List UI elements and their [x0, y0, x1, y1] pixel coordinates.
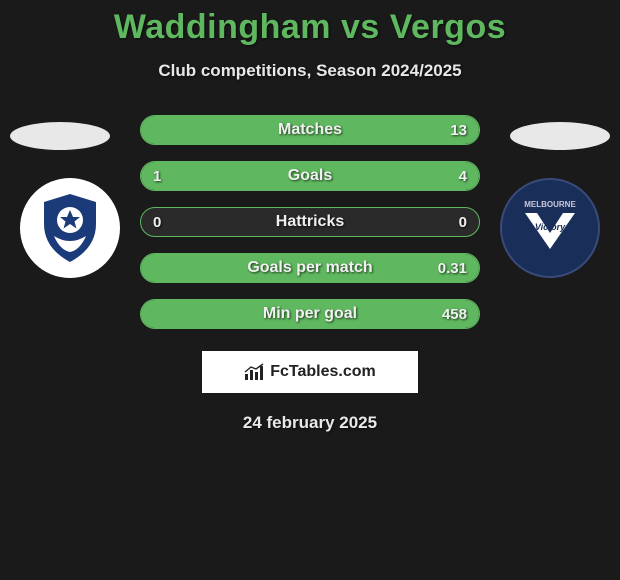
brand-link[interactable]: FcTables.com — [202, 351, 418, 393]
stat-fill-left — [141, 162, 209, 190]
stat-right-value: 13 — [450, 122, 467, 139]
svg-text:Victory: Victory — [535, 222, 566, 232]
stat-label: Hattricks — [276, 213, 344, 231]
shield-star-icon — [32, 190, 108, 266]
stat-label: Min per goal — [263, 305, 357, 323]
stat-row: Matches 13 — [140, 115, 480, 145]
stat-right-value: 0 — [459, 214, 467, 231]
club-badge-right: MELBOURNE Victory — [500, 178, 600, 278]
date-text: 24 february 2025 — [0, 413, 620, 433]
stat-label: Matches — [278, 121, 342, 139]
stat-right-value: 458 — [442, 306, 467, 323]
club-badge-left — [20, 178, 120, 278]
stat-right-value: 0.31 — [438, 260, 467, 277]
stat-row: 0 Hattricks 0 — [140, 207, 480, 237]
subtitle: Club competitions, Season 2024/2025 — [0, 61, 620, 81]
player-left-avatar — [10, 122, 110, 150]
stat-left-value: 1 — [153, 168, 161, 185]
stat-right-value: 4 — [459, 168, 467, 185]
stat-label: Goals per match — [247, 259, 372, 277]
stat-row: Goals per match 0.31 — [140, 253, 480, 283]
chevron-v-icon: MELBOURNE Victory — [509, 187, 591, 269]
stat-row: Min per goal 458 — [140, 299, 480, 329]
stat-fill-right — [209, 162, 479, 190]
svg-text:MELBOURNE: MELBOURNE — [524, 200, 576, 209]
bar-chart-icon — [244, 363, 266, 381]
stat-left-value: 0 — [153, 214, 161, 231]
page-title: Waddingham vs Vergos — [0, 8, 620, 47]
stat-row: 1 Goals 4 — [140, 161, 480, 191]
stats-list: Matches 13 1 Goals 4 0 Hattricks 0 Goals per mat… — [140, 115, 480, 329]
player-right-avatar — [510, 122, 610, 150]
stat-label: Goals — [288, 167, 332, 185]
brand-text: FcTables.com — [270, 363, 376, 381]
